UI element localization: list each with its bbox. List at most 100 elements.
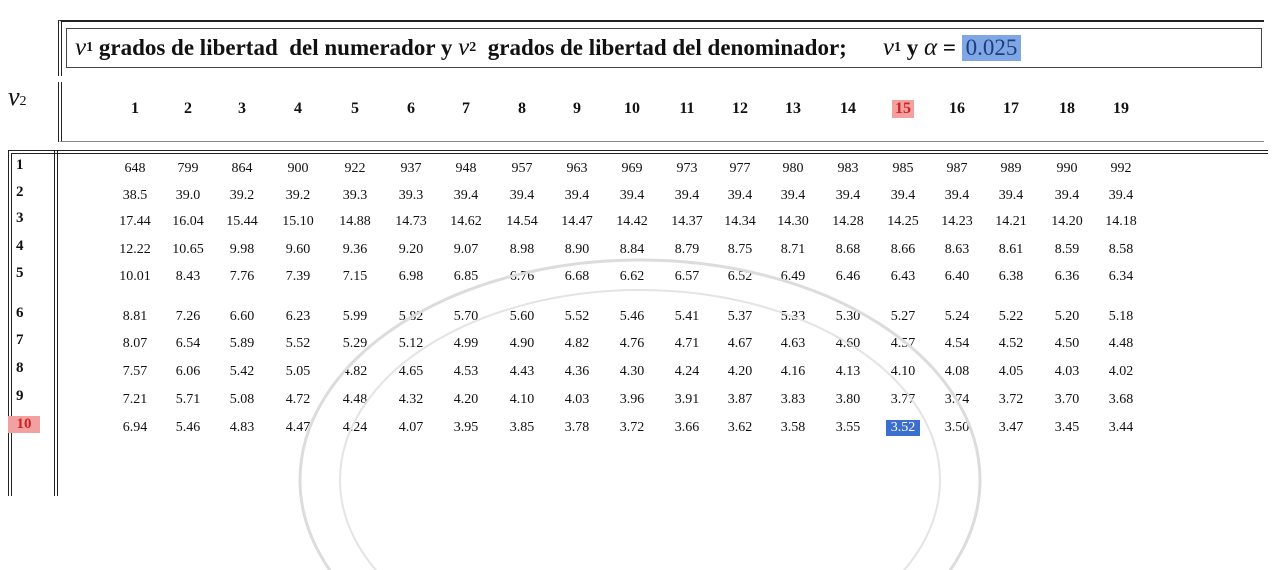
nu2-symbol: ν <box>458 34 470 61</box>
table-cell: 3.85 <box>509 420 535 435</box>
table-cell: 3.68 <box>1108 392 1134 407</box>
table-cell: 6.23 <box>285 309 311 324</box>
table-cell: 5.46 <box>175 420 201 435</box>
table-cell: 14.30 <box>777 214 809 229</box>
table-cell: 977 <box>729 161 751 176</box>
table-cell: 39.4 <box>998 188 1024 203</box>
row-label-divider <box>54 150 62 496</box>
table-cell: 5.52 <box>285 336 311 351</box>
title-part1: grados de libertad del numerador y <box>93 35 459 60</box>
table-cell: 8.63 <box>944 242 970 257</box>
table-cell: 3.95 <box>453 420 479 435</box>
table-cell: 6.60 <box>229 309 255 324</box>
table-cell: 6.40 <box>944 269 970 284</box>
table-cell: 3.55 <box>835 420 861 435</box>
table-cell: 4.24 <box>342 420 368 435</box>
table-cell: 39.4 <box>1054 188 1080 203</box>
table-cell: 14.34 <box>724 214 756 229</box>
table-cell: 987 <box>946 161 968 176</box>
table-cell: 4.71 <box>674 336 700 351</box>
table-cell: 4.16 <box>780 364 806 379</box>
table-cell: 980 <box>782 161 804 176</box>
table-cell: 3.45 <box>1054 420 1080 435</box>
table-cell: 3.62 <box>727 420 753 435</box>
table-cell: 39.4 <box>780 188 806 203</box>
table-cell: 3.74 <box>944 392 970 407</box>
table-cell: 3.70 <box>1054 392 1080 407</box>
table-cell: 12.22 <box>119 242 151 257</box>
table-cell: 6.52 <box>727 269 753 284</box>
table-cell: 4.82 <box>342 364 368 379</box>
nu2-subscript: 2 <box>469 40 477 55</box>
table-cell: 5.46 <box>619 309 645 324</box>
row-header-3: 3 <box>16 210 24 226</box>
table-cell: 5.41 <box>674 309 700 324</box>
table-cell: 8.98 <box>509 242 535 257</box>
row-axis-subscript: 2 <box>19 94 27 109</box>
table-cell: 3.80 <box>835 392 861 407</box>
table-cell: 8.68 <box>835 242 861 257</box>
table-cell: 14.47 <box>561 214 593 229</box>
table-cell: 4.36 <box>564 364 590 379</box>
nu1-subscript: 1 <box>86 40 94 55</box>
table-cell: 6.06 <box>175 364 201 379</box>
row-axis-label: ν2 <box>8 82 27 112</box>
table-cell: 3.58 <box>780 420 806 435</box>
table-cell: 39.4 <box>890 188 916 203</box>
table-cell: 4.02 <box>1108 364 1134 379</box>
table-cell: 5.05 <box>285 364 311 379</box>
table-cell: 39.0 <box>175 188 201 203</box>
table-cell: 14.28 <box>832 214 864 229</box>
table-cell: 864 <box>231 161 253 176</box>
alpha-value[interactable]: 0.025 <box>961 35 1022 61</box>
table-cell: 9.07 <box>453 242 479 257</box>
table-cell: 4.07 <box>398 420 424 435</box>
table-cell: 5.99 <box>342 309 368 324</box>
column-header-13: 13 <box>785 100 801 117</box>
column-header-18: 18 <box>1059 100 1075 117</box>
table-cell: 8.81 <box>122 309 148 324</box>
table-cell: 922 <box>344 161 366 176</box>
table-cell: 983 <box>837 161 859 176</box>
table-cell: 8.43 <box>175 269 201 284</box>
table-cell: 10.01 <box>119 269 151 284</box>
table-cell: 39.2 <box>229 188 255 203</box>
row-axis-symbol: ν <box>8 82 20 111</box>
nu1-symbol: ν <box>75 34 87 61</box>
table-cell: 6.49 <box>780 269 806 284</box>
table-cell: 8.79 <box>674 242 700 257</box>
table-cell: 3.83 <box>780 392 806 407</box>
table-cell: 14.23 <box>941 214 973 229</box>
table-cell: 5.89 <box>229 336 255 351</box>
table-cell: 5.24 <box>944 309 970 324</box>
table-cell: 4.60 <box>835 336 861 351</box>
table-cell: 4.13 <box>835 364 861 379</box>
table-cell: 3.72 <box>998 392 1024 407</box>
column-header-row <box>58 82 1264 142</box>
table-cell: 6.62 <box>619 269 645 284</box>
table-cell: 7.57 <box>122 364 148 379</box>
table-body-frame <box>8 150 1268 496</box>
table-cell: 9.20 <box>398 242 424 257</box>
table-cell: 8.71 <box>780 242 806 257</box>
table-cell: 973 <box>676 161 698 176</box>
alpha-symbol: α <box>923 34 938 61</box>
title-equals: = <box>937 35 962 60</box>
table-cell: 4.83 <box>229 420 255 435</box>
column-header-2: 2 <box>184 100 192 117</box>
table-cell: 4.32 <box>398 392 424 407</box>
table-cell: 985 <box>892 161 914 176</box>
table-cell: 6.94 <box>122 420 148 435</box>
row-header-1: 1 <box>16 157 24 173</box>
table-cell: 5.12 <box>398 336 424 351</box>
row-header-6: 6 <box>16 305 24 321</box>
table-cell: 6.38 <box>998 269 1024 284</box>
table-cell: 4.72 <box>285 392 311 407</box>
table-cell: 4.54 <box>944 336 970 351</box>
table-cell: 4.20 <box>453 392 479 407</box>
column-header-19: 19 <box>1113 100 1129 117</box>
table-cell: 5.18 <box>1108 309 1134 324</box>
column-header-16: 16 <box>949 100 965 117</box>
row-header-8: 8 <box>16 360 24 376</box>
table-cell: 8.61 <box>998 242 1024 257</box>
